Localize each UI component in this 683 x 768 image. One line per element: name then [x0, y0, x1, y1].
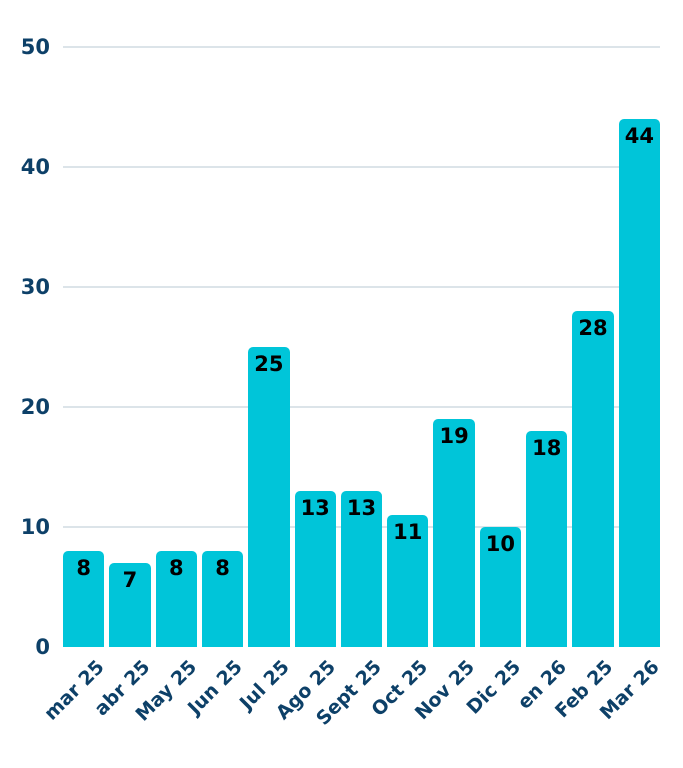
bar: 13	[340, 491, 383, 647]
y-axis-tick-label: 50	[20, 35, 50, 59]
bar-value-label: 13	[346, 496, 377, 520]
gridline	[63, 166, 660, 168]
bar: 8	[201, 551, 244, 647]
x-axis-tick-label: mar 25	[39, 656, 109, 725]
bar: 10	[479, 527, 522, 647]
bar: 8	[155, 551, 197, 647]
bar-value-label: 44	[624, 124, 654, 148]
bar-value-label: 25	[254, 352, 284, 376]
bar-value-label: 7	[122, 568, 138, 592]
y-axis-tick-label: 10	[20, 515, 50, 539]
gridline	[63, 286, 660, 288]
bar: 25	[248, 347, 290, 647]
y-axis-tick-label: 20	[20, 395, 50, 419]
y-axis-tick-label: 40	[20, 155, 50, 179]
bar: 19	[433, 419, 475, 647]
bar-value-label: 8	[215, 556, 230, 580]
bar-value-label: 19	[439, 424, 469, 448]
bar: 18	[526, 431, 568, 647]
gridline	[63, 406, 660, 408]
y-axis-tick-label: 0	[35, 635, 50, 659]
y-axis-tick-label: 30	[20, 275, 50, 299]
bar-value-label: 13	[300, 496, 330, 520]
bar-value-label: 18	[532, 436, 562, 460]
bar-value-label: 8	[76, 556, 91, 580]
bar: 13	[294, 491, 336, 647]
bar: 28	[572, 311, 614, 647]
bar-value-label: 11	[393, 520, 423, 544]
bar: 11	[387, 515, 429, 647]
bar: 44	[618, 119, 660, 647]
bar-value-label: 28	[578, 316, 608, 340]
bar-value-label: 10	[485, 532, 516, 556]
bar: 7	[109, 563, 151, 647]
bar-value-label: 8	[168, 556, 184, 580]
bar: 8	[63, 551, 105, 647]
gridline	[63, 46, 660, 48]
